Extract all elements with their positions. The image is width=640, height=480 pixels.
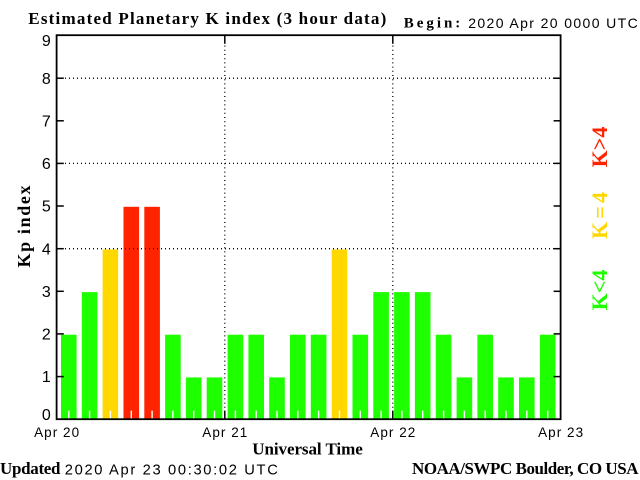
svg-text:K<4: K<4 (587, 270, 612, 311)
svg-text:Kp index: Kp index (14, 186, 34, 268)
svg-text:K=4: K=4 (587, 192, 612, 239)
svg-text:5: 5 (42, 199, 51, 216)
svg-text:Apr 22: Apr 22 (370, 425, 415, 440)
svg-text:4: 4 (42, 241, 51, 258)
svg-text:K>4: K>4 (587, 127, 612, 168)
svg-text:2020 Apr 23 00:30:02 UTC: 2020 Apr 23 00:30:02 UTC (65, 462, 278, 478)
svg-text:9: 9 (42, 33, 51, 50)
svg-text:1: 1 (42, 369, 51, 386)
svg-text:Updated: Updated (0, 459, 61, 478)
svg-text:2020 Apr 20 0000 UTC: 2020 Apr 20 0000 UTC (468, 15, 638, 31)
svg-text:Universal Time: Universal Time (252, 439, 363, 458)
svg-text:8: 8 (42, 71, 51, 88)
svg-text:Estimated Planetary K index (3: Estimated Planetary K index (3 hour data… (28, 9, 386, 28)
svg-text:Apr 21: Apr 21 (202, 425, 247, 440)
svg-text:NOAA/SWPC Boulder, CO USA: NOAA/SWPC Boulder, CO USA (412, 459, 639, 478)
svg-text:Apr 23: Apr 23 (538, 425, 583, 440)
svg-text:3: 3 (42, 284, 51, 301)
svg-text:Begin:: Begin: (404, 16, 461, 32)
svg-text:0: 0 (42, 407, 51, 424)
svg-text:6: 6 (42, 156, 51, 173)
svg-text:2: 2 (42, 327, 51, 344)
svg-text:Apr 20: Apr 20 (34, 425, 79, 440)
svg-text:7: 7 (42, 113, 51, 130)
